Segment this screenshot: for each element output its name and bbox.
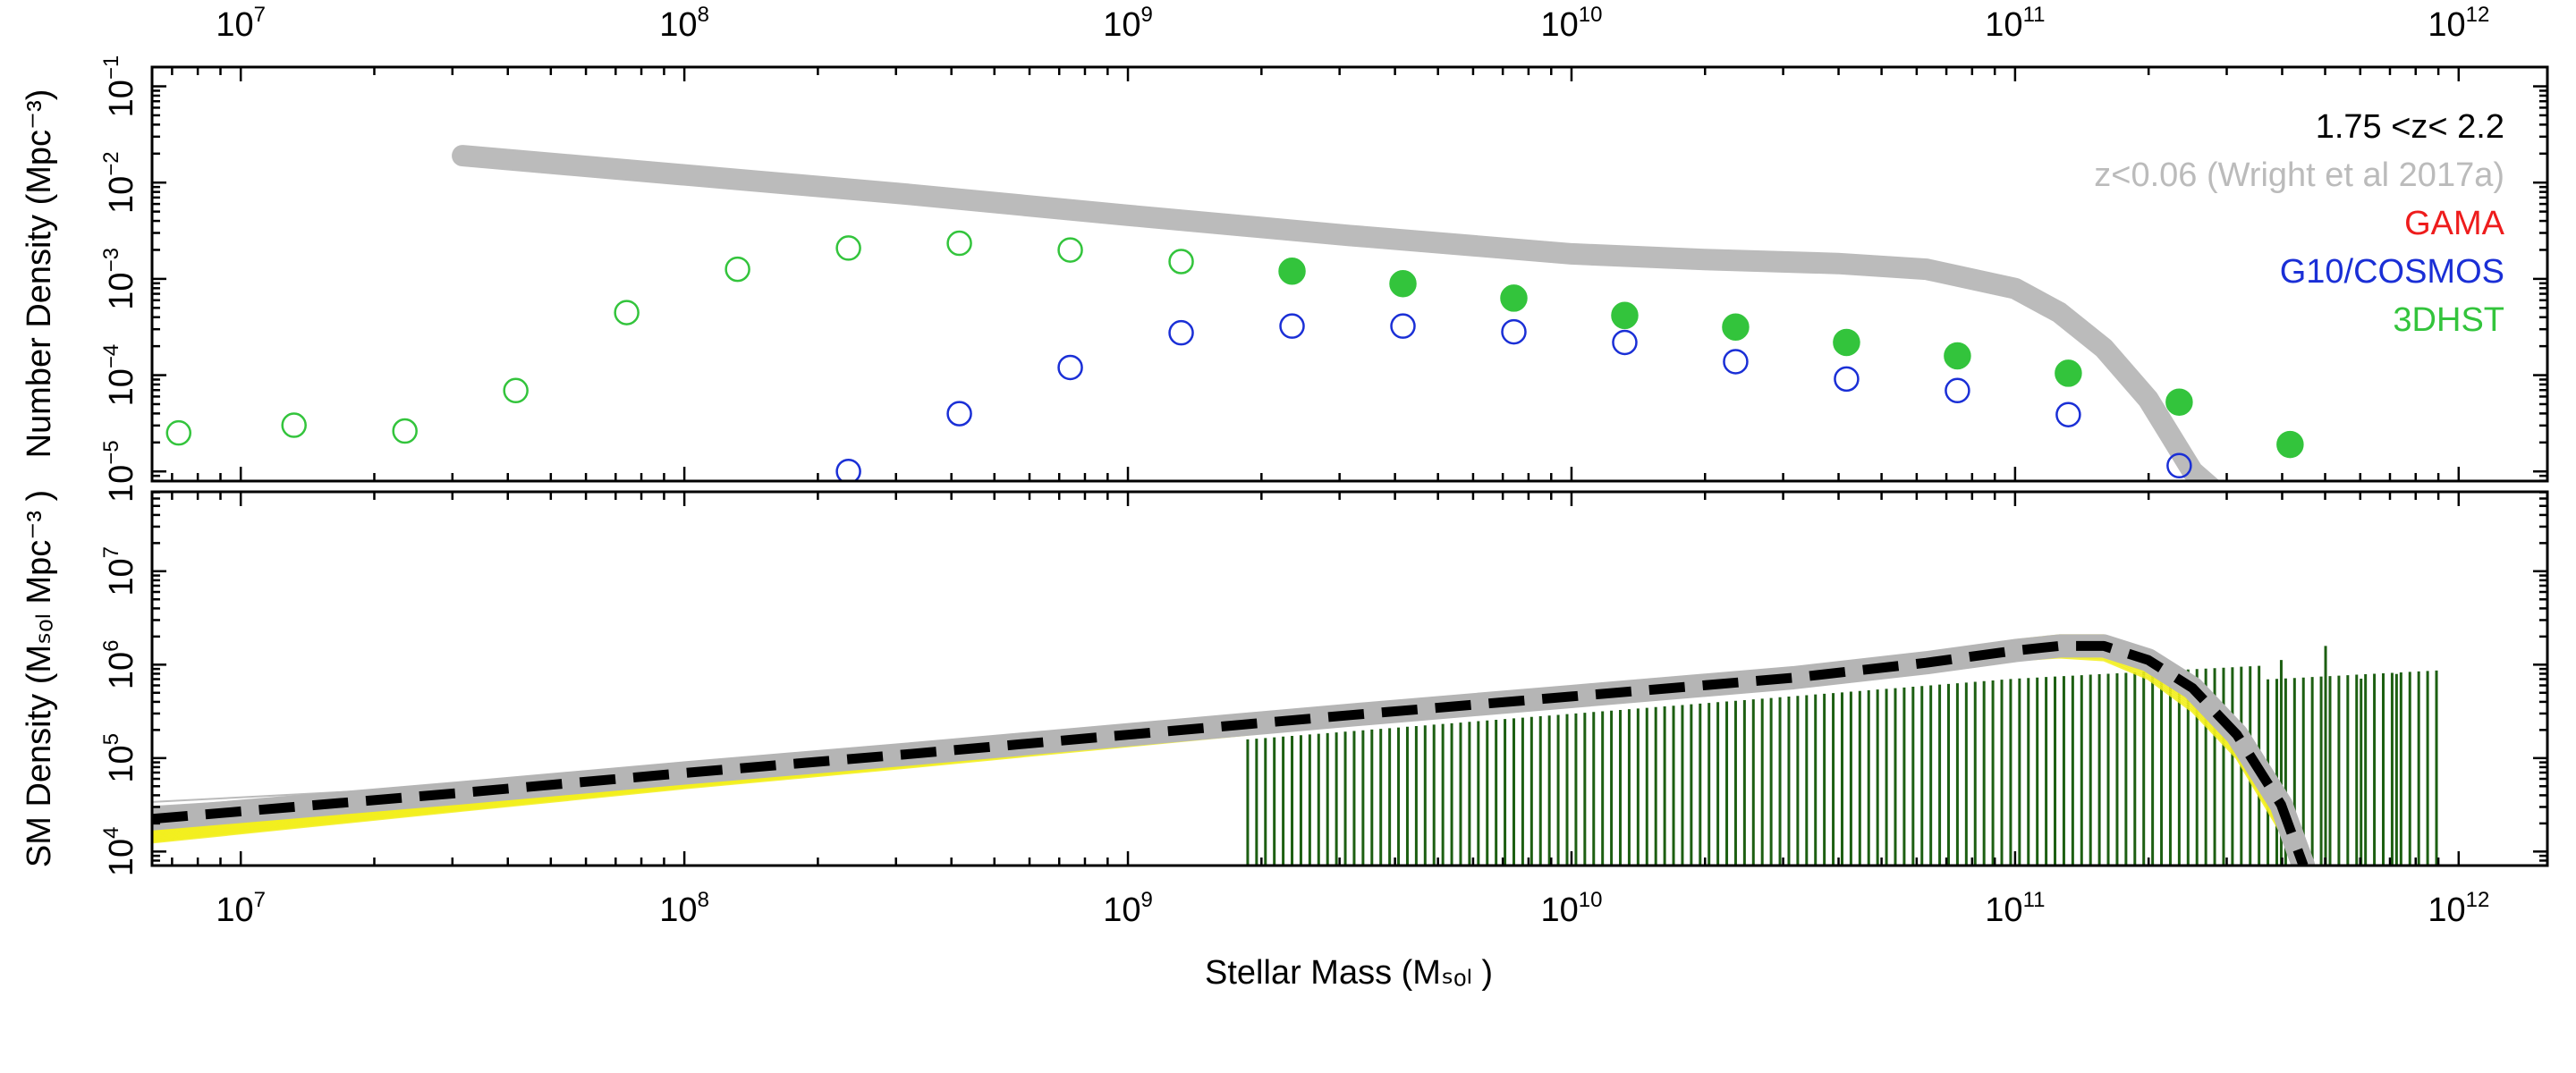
posterior-sample-line — [152, 655, 2305, 866]
posterior-sample-line — [152, 650, 2305, 865]
3dhst-open-point — [392, 418, 418, 444]
posterior-sample-line — [152, 654, 2305, 866]
grey-fit-envelope — [152, 634, 2316, 866]
posterior-sample-line — [152, 640, 2305, 860]
y-tick-label: 107 — [99, 546, 140, 596]
legend-g10-cosmos: G10/COSMOS — [2280, 253, 2504, 291]
wright-2017a-smf-curve — [452, 145, 2220, 481]
bottom-panel: 107 108 109 1010 1011 1012 104 105 106 107 — [99, 490, 2549, 929]
grey-sample-line — [152, 645, 2305, 866]
legend-wright-2017a: z<0.06 (Wright et al 2017a) — [2094, 156, 2504, 194]
x-tick-label: 1011 — [1985, 3, 2045, 44]
x-tick-label: 1011 — [1985, 888, 2045, 929]
posterior-sample-line — [152, 649, 2305, 864]
y-tick-label: 105 — [99, 733, 140, 783]
g10-cosmos-point — [1279, 313, 1305, 339]
best-fit-dashed-curve — [152, 640, 2309, 866]
g10-cosmos-point — [1945, 377, 1970, 404]
g10-cosmos-point — [1168, 319, 1194, 346]
top-panel: 107 108 109 1010 1011 1012 10−5 10−4 10−3 10−2 10−… — [99, 3, 2549, 503]
x-tick-label: 107 — [216, 888, 266, 929]
grey-sample-line — [152, 645, 2305, 866]
g10-cosmos-point — [2166, 452, 2192, 479]
x-tick-label: 1012 — [2428, 3, 2489, 44]
x-axis-title: Stellar Mass (Mₛₒₗ ) — [1205, 954, 1493, 992]
posterior-sample-line — [152, 638, 2305, 858]
3dhst-open-point — [503, 377, 529, 404]
grey-sample-line — [152, 645, 2305, 866]
3dhst-open-point — [165, 419, 192, 446]
3dhst-open-point — [281, 412, 307, 438]
posterior-sample-line — [152, 652, 2305, 866]
x-tick-label: 107 — [216, 3, 266, 44]
3dhst-filled-point — [1278, 258, 1306, 285]
x-tick-label: 108 — [659, 3, 709, 44]
g10-cosmos-point — [2055, 401, 2081, 427]
g10-cosmos-point — [835, 458, 861, 481]
3dhst-filled-point — [1611, 301, 1639, 330]
3dhst-filled-point — [2165, 388, 2193, 416]
g10-cosmos-point — [1612, 329, 1638, 356]
posterior-sample-line — [152, 636, 2305, 858]
3dhst-filled-point — [1389, 270, 1417, 298]
posterior-sample-line — [152, 644, 2305, 862]
3dhst-open-point — [1168, 249, 1194, 275]
posterior-sample-line — [152, 646, 2305, 862]
3dhst-open-point — [724, 256, 750, 283]
3dhst-filled-point — [2055, 359, 2082, 387]
x-tick-label: 108 — [659, 888, 709, 929]
top-axes: 107 108 109 1010 1011 1012 10−5 10−4 10−3 10−2 10−… — [99, 3, 2547, 503]
legend-redshift-range: 1.75 <z< 2.2 — [2316, 108, 2504, 146]
3dhst-filled-point — [1833, 328, 1860, 357]
3dhst-open-point — [835, 235, 861, 261]
x-tick-label: 1012 — [2428, 888, 2489, 929]
3dhst-filled-point — [1944, 342, 1971, 370]
g10-cosmos-point — [1390, 313, 1416, 339]
g10-cosmos-point — [1057, 354, 1083, 381]
grey-sample-line — [152, 645, 2305, 866]
posterior-sample-line — [152, 647, 2305, 863]
legend-3dhst: 3DHST — [2393, 301, 2504, 339]
bottom-series-layer — [152, 634, 2438, 866]
3dhst-filled-point — [2276, 430, 2304, 459]
x-tick-label: 109 — [1103, 888, 1153, 929]
y-tick-label: 10−5 — [99, 440, 140, 503]
g10-cosmos-point — [946, 401, 972, 427]
top-legend: 1.75 <z< 2.2 z<0.06 (Wright et al 2017a)… — [2094, 108, 2504, 339]
y-tick-label: 10−2 — [99, 151, 140, 214]
y-tick-label: 10−4 — [99, 344, 140, 407]
y-tick-label: 106 — [99, 640, 140, 690]
y-tick-label: 10−1 — [99, 55, 140, 118]
3dhst-filled-point — [1500, 284, 1528, 312]
posterior-sample-line — [152, 634, 2305, 858]
x-tick-label: 109 — [1103, 3, 1153, 44]
top-series-layer — [165, 145, 2304, 481]
top-panel-frame — [150, 65, 2549, 483]
bottom-y-axis-title: SM Density (Mₛₒₗ Mpc⁻³ ) — [21, 490, 58, 867]
3dhst-open-point — [1057, 237, 1083, 263]
3dhst-open-point — [614, 300, 640, 325]
y-tick-label: 10−3 — [99, 248, 140, 310]
3dhst-filled-point — [1722, 313, 1750, 341]
x-tick-label: 1010 — [1540, 888, 1602, 929]
g10-cosmos-point — [1501, 318, 1527, 345]
legend-gama: GAMA — [2404, 205, 2505, 242]
posterior-sample-line — [152, 638, 2305, 859]
3dhst-open-point — [946, 230, 972, 257]
g10-cosmos-point — [1834, 366, 1860, 393]
g10-cosmos-point — [1723, 349, 1749, 375]
y-tick-label: 104 — [99, 827, 140, 877]
posterior-sample-line — [152, 642, 2305, 861]
grey-sample-line — [152, 645, 2305, 866]
x-tick-label: 1010 — [1540, 3, 1602, 44]
top-y-axis-title: Number Density (Mpc⁻³) — [21, 89, 58, 459]
